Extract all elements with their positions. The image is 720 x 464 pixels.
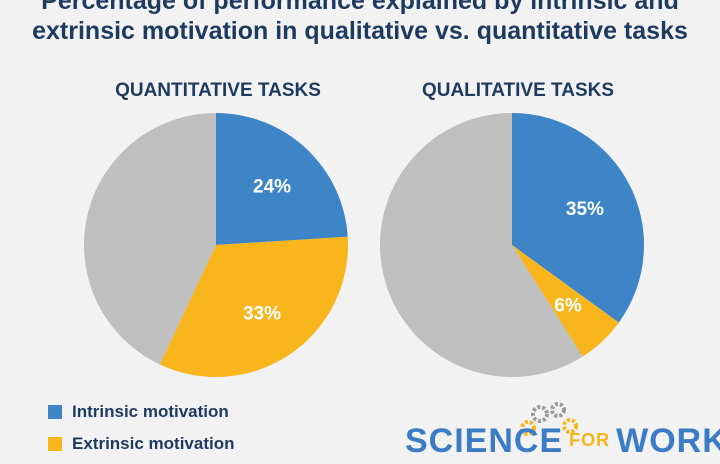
logo-left: SCIENCE	[405, 422, 564, 460]
pie-slice-quantitative-unexplained	[84, 113, 216, 365]
legend: Intrinsic motivation Extrinsic motivatio…	[48, 400, 234, 464]
pie-title-qualitative: QUALITATIVE TASKS	[421, 80, 615, 101]
legend-label-intrinsic: Intrinsic motivation	[72, 402, 229, 421]
logo-right: WORK	[616, 422, 720, 460]
pie-slice-qualitative-intrinsic	[512, 113, 644, 323]
chart-title: Percentage of performance explained by i…	[32, 0, 688, 45]
pie-slice-quantitative-intrinsic	[216, 113, 348, 245]
science-for-work-logo: SCIENCE FOR WORK	[405, 422, 720, 462]
pie-label-quantitative-extrinsic: 33%	[243, 304, 281, 325]
pie-label-quantitative-intrinsic: 24%	[253, 176, 291, 197]
legend-item-intrinsic: Intrinsic motivation	[48, 400, 234, 424]
logo-mid: FOR	[569, 430, 611, 450]
pie-slice-qualitative-unexplained	[380, 113, 583, 378]
pie-slice-qualitative-extrinsic	[512, 245, 619, 357]
gears-icon	[520, 402, 578, 436]
pie-label-qualitative-intrinsic: 35%	[566, 199, 604, 220]
legend-swatch-extrinsic	[48, 437, 62, 451]
pie-slice-quantitative-extrinsic	[159, 236, 348, 377]
pie-label-qualitative-extrinsic: 6%	[554, 296, 582, 317]
pie-charts: 24% 33% 35% 6%	[84, 113, 644, 378]
legend-label-extrinsic: Extrinsic motivation	[72, 434, 235, 453]
legend-swatch-intrinsic	[48, 405, 62, 419]
legend-item-extrinsic: Extrinsic motivation	[48, 432, 234, 456]
pie-title-quantitative: QUANTITATIVE TASKS	[115, 80, 321, 101]
